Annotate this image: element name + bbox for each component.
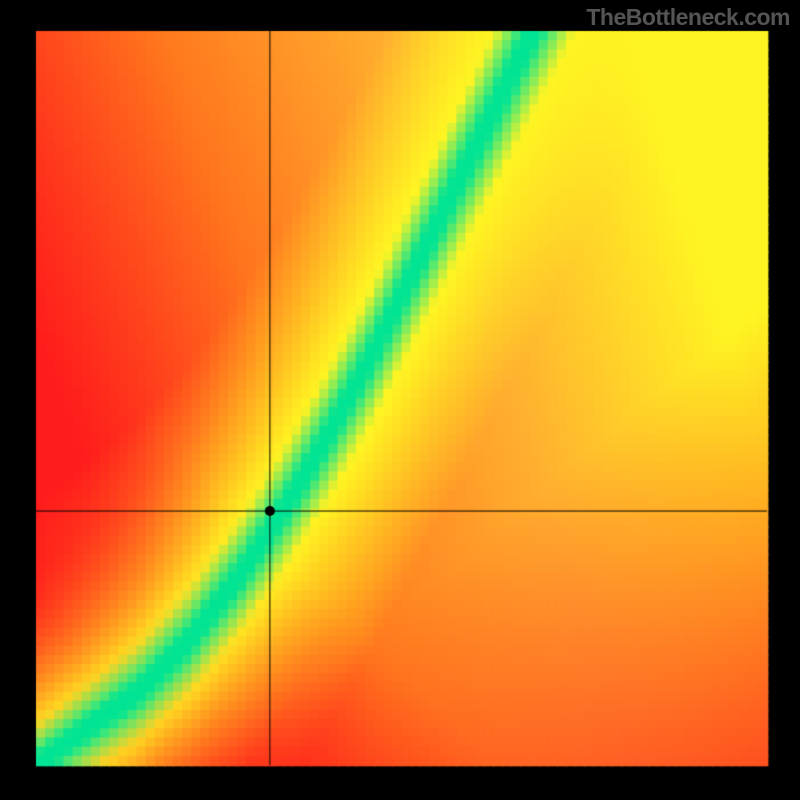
bottleneck-heatmap — [0, 0, 800, 800]
watermark-text: TheBottleneck.com — [586, 4, 790, 31]
